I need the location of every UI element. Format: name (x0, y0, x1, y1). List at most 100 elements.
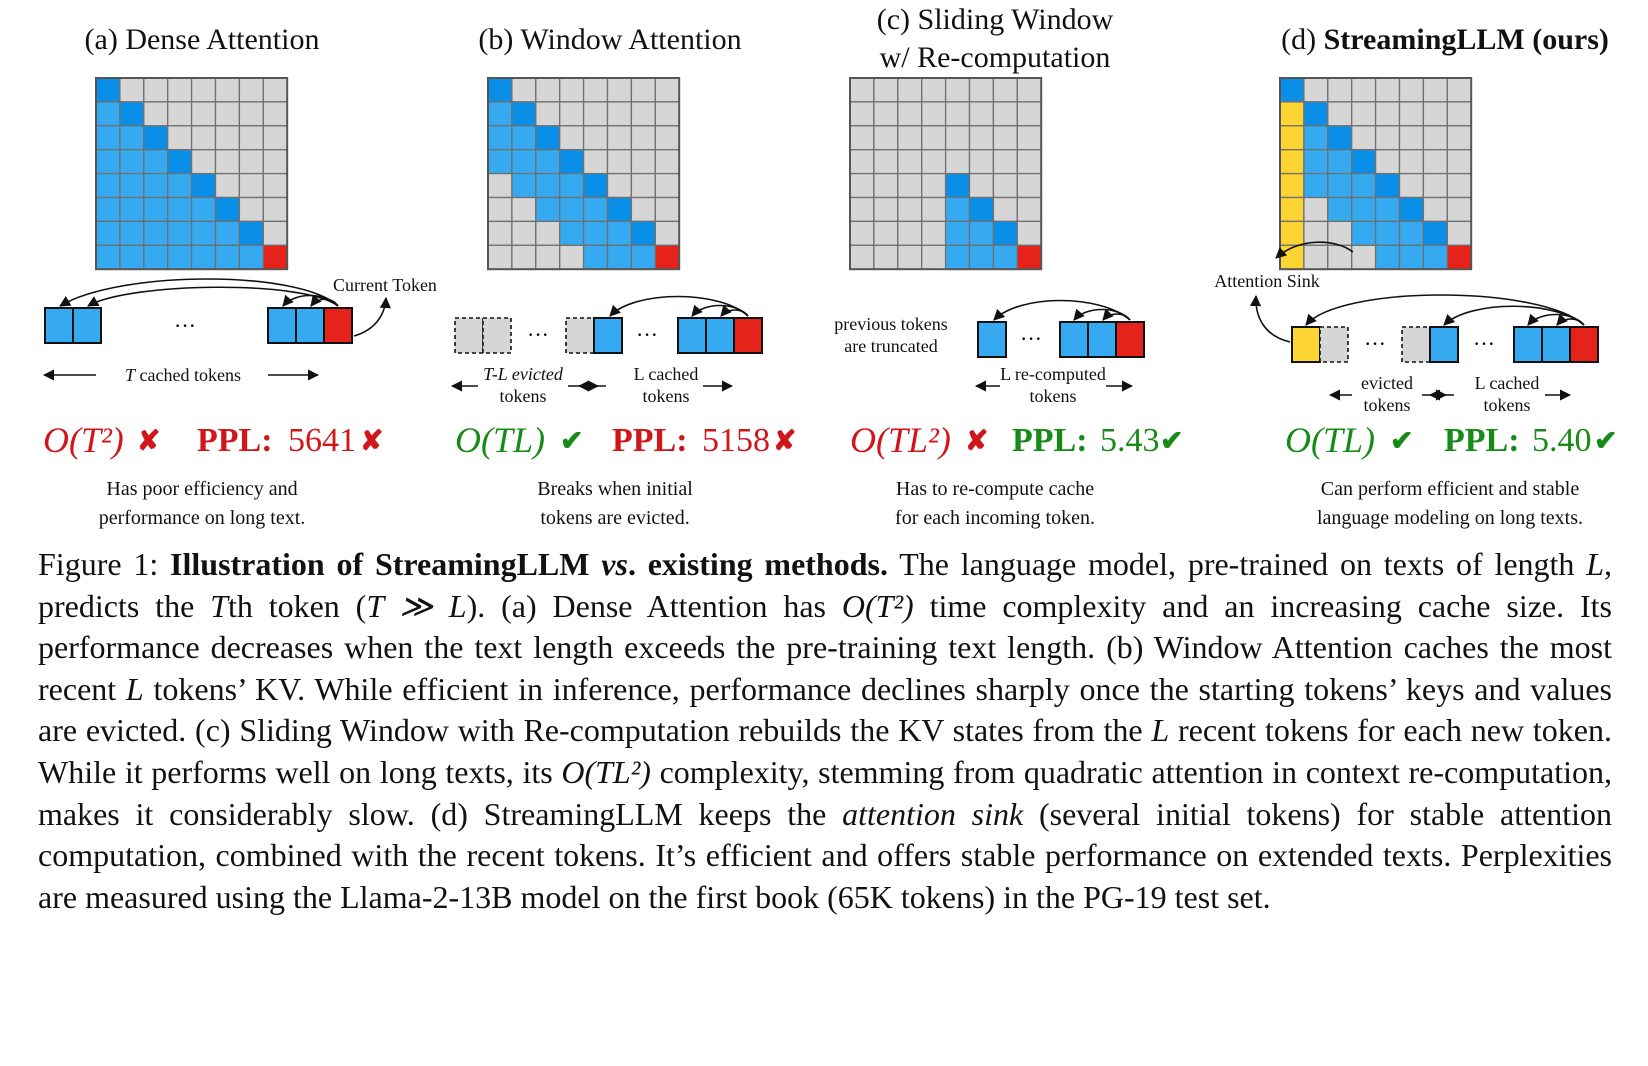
figure-caption: Figure 1: Illustration of StreamingLLM v… (38, 544, 1612, 918)
current-token (1115, 321, 1145, 358)
token-cache (1513, 326, 1543, 363)
ellipsis: ··· (527, 322, 549, 347)
cached-label: L cached (1475, 373, 1540, 393)
metrics-b: O(TL) ✔ PPL: 5158 ✘ Breaks when initial … (455, 420, 796, 529)
attention-cell (992, 220, 1018, 246)
attention-cell (654, 101, 680, 127)
attention-cell (582, 172, 609, 199)
token-evicted (1319, 326, 1349, 363)
attention-cell (1016, 220, 1042, 246)
attention-cell (897, 149, 923, 175)
attention-cell (1374, 125, 1401, 151)
metrics-c: O(TL²) ✘ PPL: 5.43 ✔ Has to re-compute c… (850, 420, 1183, 529)
attention-cell (1446, 101, 1472, 127)
attention-cell (214, 125, 241, 151)
token-cache (705, 317, 735, 354)
attention-cell (1351, 244, 1377, 270)
attention-sink-label: Attention Sink (1214, 271, 1320, 291)
attention-cell (968, 149, 995, 175)
attention-cell (944, 172, 971, 199)
attention-cell (535, 196, 561, 223)
attention-cell (606, 196, 633, 223)
attention-cell (873, 125, 899, 151)
truncated-label-2: are truncated (844, 336, 937, 356)
attention-cell (167, 220, 193, 246)
ellipsis: ··· (636, 322, 658, 347)
attention-cell (262, 149, 288, 175)
attention-cell (487, 220, 513, 246)
attention-cell (1016, 101, 1042, 127)
attention-cell (1398, 125, 1425, 151)
caption-math: O(T²) (841, 587, 914, 624)
attention-matrix-window (487, 77, 681, 271)
panel-d-title: (d) StreamingLLM (ours) (1281, 23, 1609, 56)
caption-math: L (1151, 712, 1170, 749)
current-token-arrow (353, 296, 391, 337)
attention-cell (214, 77, 241, 103)
complexity-mark: ✘ (137, 426, 160, 457)
attention-cell (1327, 196, 1353, 223)
token-cache (72, 307, 102, 344)
token-row-window: ··· ··· T-L evicted tokens L cached toke… (450, 295, 763, 406)
token-cache (593, 317, 623, 354)
attention-cell (238, 196, 264, 223)
token-cache (295, 307, 325, 344)
evicted-label-2: tokens (1364, 395, 1411, 415)
panel-b-title: (b) Window Attention (478, 23, 741, 56)
caption-text: th token ( (227, 587, 367, 624)
attention-cell (944, 125, 971, 151)
attention-cell (262, 77, 288, 103)
ppl-label: PPL: (1444, 422, 1520, 459)
attention-cell (1351, 220, 1377, 246)
attention-cell (921, 196, 947, 223)
complexity: O(TL²) (850, 420, 951, 460)
attention-cell (1351, 149, 1377, 175)
attention-cell (167, 149, 193, 175)
attention-cell (1374, 149, 1401, 175)
attention-cell (849, 125, 875, 151)
attention-cell (143, 172, 169, 199)
attention-cell (582, 101, 609, 127)
attention-cell (1446, 77, 1472, 103)
attention-cell (944, 244, 971, 270)
attention-cell (167, 196, 193, 223)
token-cache (1087, 321, 1117, 358)
attention-cell (1303, 149, 1329, 175)
ppl-mark: ✔ (1160, 426, 1183, 457)
complexity: O(TL) (455, 420, 545, 460)
attention-cell (143, 125, 169, 151)
attention-cell (992, 244, 1018, 270)
attention-cell (968, 220, 995, 246)
attention-cell (1351, 172, 1377, 199)
attention-cell (606, 244, 633, 270)
caption-math: L (125, 670, 144, 707)
attention-cell (992, 77, 1018, 103)
attention-cell (487, 101, 513, 127)
attention-cell (1351, 77, 1377, 103)
attention-cell (535, 244, 561, 270)
panel-d-title-bold: StreamingLLM (ours) (1324, 23, 1609, 56)
attention-cell (1398, 244, 1425, 270)
complexity: O(T²) (43, 420, 124, 460)
attention-cell (511, 196, 537, 223)
attention-matrix-dense (95, 77, 289, 271)
attention-cell (559, 125, 585, 151)
attention-cell (1398, 172, 1425, 199)
attention-cell (1327, 101, 1353, 127)
attention-cell (535, 125, 561, 151)
attention-cell (1016, 149, 1042, 175)
attention-cell (992, 101, 1018, 127)
token-cache (977, 321, 1007, 358)
attention-cell (535, 220, 561, 246)
attention-cell (1422, 220, 1448, 246)
attention-cell (1422, 196, 1448, 223)
attention-cell (968, 125, 995, 151)
attention-cell (559, 77, 585, 103)
attention-cell (511, 149, 537, 175)
attention-cell (849, 77, 875, 103)
attention-cell (921, 101, 947, 127)
attention-cell (897, 172, 923, 199)
caption-text: tokens’ KV. While efficient in inference… (38, 670, 1613, 749)
attention-cell (630, 196, 656, 223)
complexity-mark: ✘ (965, 426, 988, 457)
